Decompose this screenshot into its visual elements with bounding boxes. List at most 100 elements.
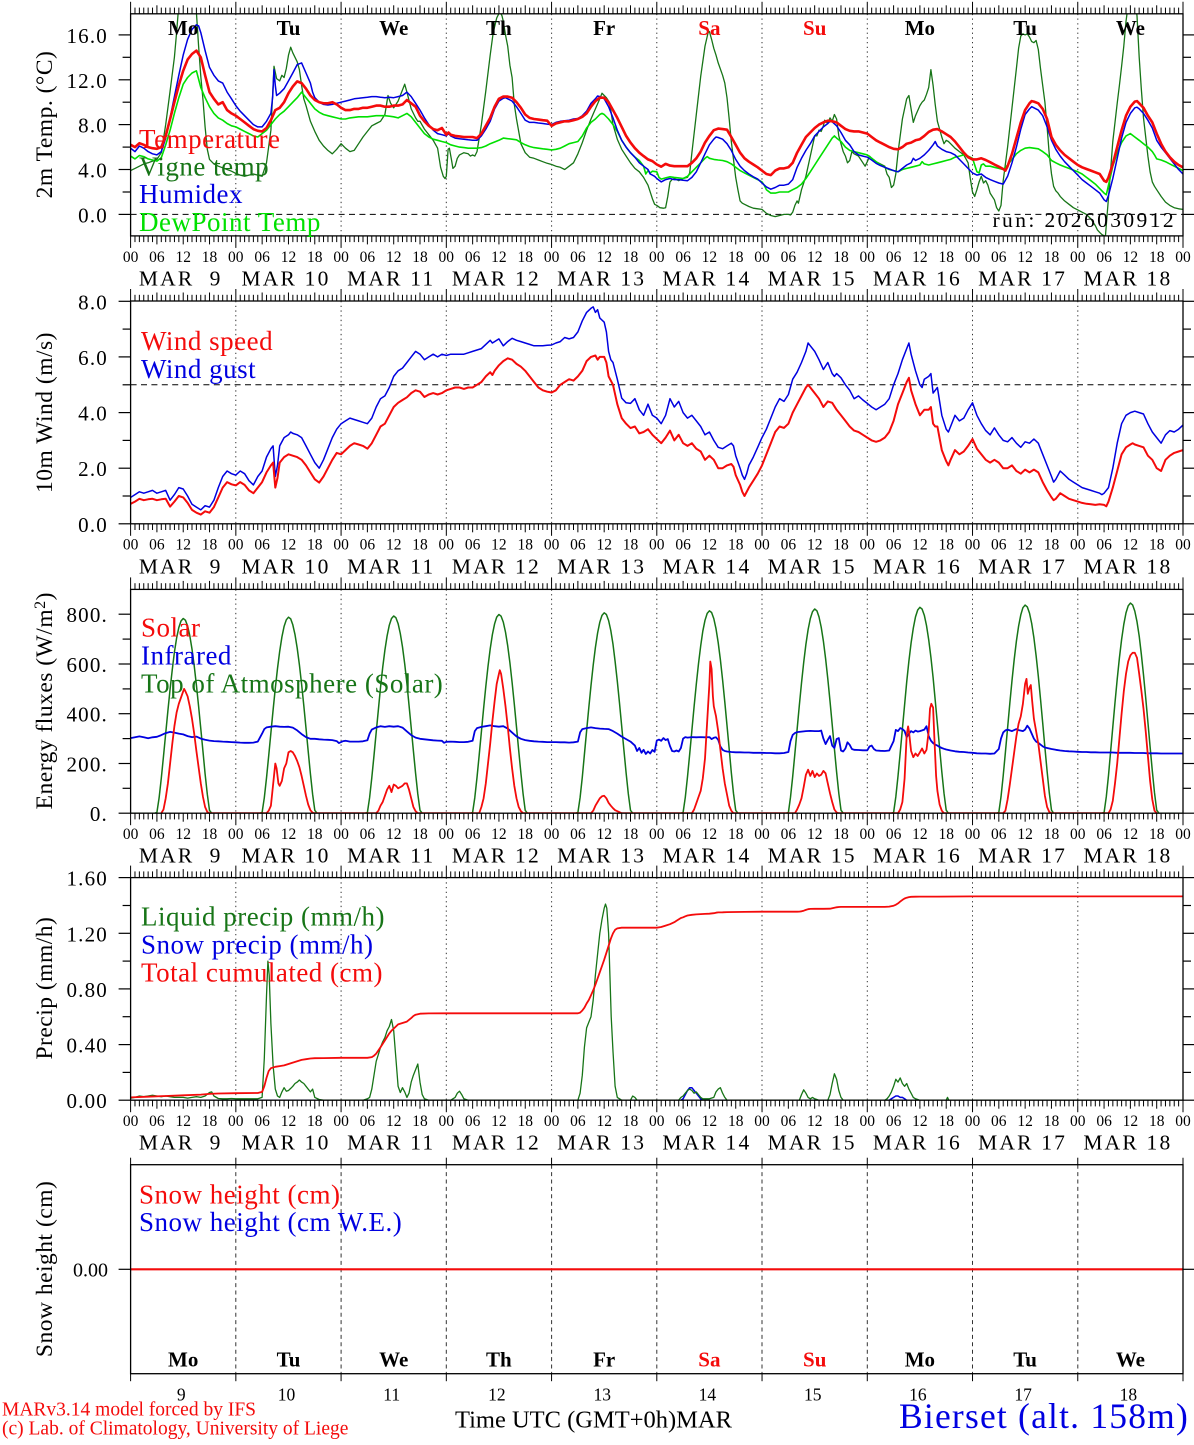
svg-text:MAR 10: MAR 10 [241,266,330,290]
svg-text:18: 18 [307,249,323,266]
svg-text:16: 16 [909,1385,927,1405]
svg-text:MAR 11: MAR 11 [347,554,435,578]
svg-text:06: 06 [465,537,481,554]
svg-text:18: 18 [1120,1385,1138,1405]
svg-text:Wind speed: Wind speed [141,326,273,356]
svg-text:00: 00 [1175,1113,1191,1130]
svg-text:00: 00 [123,537,139,554]
svg-text:2.0: 2.0 [78,457,108,481]
svg-text:Snow height (cm W.E.): Snow height (cm W.E.) [139,1207,402,1237]
svg-text:12: 12 [702,1113,718,1130]
svg-text:00: 00 [754,1113,770,1130]
svg-text:15: 15 [804,1385,822,1405]
svg-text:00: 00 [754,826,770,843]
svg-text:00: 00 [754,537,770,554]
svg-text:200.: 200. [66,753,108,777]
svg-text:06: 06 [149,537,165,554]
svg-text:06: 06 [675,1113,691,1130]
svg-text:06: 06 [360,1113,376,1130]
svg-text:00: 00 [228,537,244,554]
svg-text:We: We [1116,1348,1145,1372]
svg-text:Infrared: Infrared [141,641,232,671]
svg-text:MAR 14: MAR 14 [662,844,751,868]
svg-text:00: 00 [649,537,665,554]
svg-text:Vigne temp: Vigne temp [139,152,269,182]
svg-text:16.0: 16.0 [66,24,108,48]
svg-text:00: 00 [123,249,139,266]
svg-text:00: 00 [649,1113,665,1130]
svg-text:06: 06 [465,1113,481,1130]
svg-text:12: 12 [1017,1113,1033,1130]
svg-text:(c) Lab. of Climatology, Unive: (c) Lab. of Climatology, University of L… [2,1419,348,1440]
svg-text:18: 18 [202,826,218,843]
svg-text:06: 06 [781,1113,797,1130]
svg-text:12: 12 [175,537,191,554]
svg-text:12: 12 [1017,537,1033,554]
svg-text:06: 06 [360,249,376,266]
svg-text:18: 18 [517,249,533,266]
svg-text:00: 00 [965,249,981,266]
svg-text:18: 18 [938,249,954,266]
svg-text:00: 00 [860,249,876,266]
svg-text:8.0: 8.0 [78,114,108,138]
svg-text:00: 00 [649,826,665,843]
svg-text:18: 18 [623,1113,639,1130]
svg-text:18: 18 [833,249,849,266]
svg-text:00: 00 [860,537,876,554]
svg-text:4.0: 4.0 [78,159,108,183]
svg-text:06: 06 [360,537,376,554]
svg-text:Tu: Tu [1013,1348,1037,1372]
svg-text:10: 10 [278,1385,296,1405]
svg-text:00: 00 [860,1113,876,1130]
svg-text:18: 18 [307,1113,323,1130]
svg-text:12: 12 [281,537,297,554]
svg-text:MAR 18: MAR 18 [1083,1131,1172,1155]
svg-text:MAR 15: MAR 15 [768,554,857,578]
svg-text:18: 18 [202,1113,218,1130]
svg-text:MAR 18: MAR 18 [1083,266,1172,290]
svg-text:MARv3.14 model forced by IFS: MARv3.14 model forced by IFS [2,1400,256,1421]
svg-text:12: 12 [596,826,612,843]
svg-text:18: 18 [623,537,639,554]
svg-text:12: 12 [386,826,402,843]
svg-text:18: 18 [728,1113,744,1130]
svg-text:06: 06 [781,537,797,554]
svg-text:12: 12 [702,826,718,843]
svg-text:06: 06 [465,249,481,266]
svg-text:00: 00 [965,826,981,843]
svg-text:12: 12 [488,1385,506,1405]
svg-text:Tu: Tu [1013,16,1037,40]
svg-text:00: 00 [439,249,455,266]
svg-text:12: 12 [386,537,402,554]
svg-text:06: 06 [781,826,797,843]
svg-text:Su: Su [803,16,827,40]
svg-text:12: 12 [702,249,718,266]
svg-text:MAR 10: MAR 10 [241,844,330,868]
svg-text:06: 06 [570,249,586,266]
svg-text:2m Temp. (°C): 2m Temp. (°C) [32,51,58,199]
svg-text:Fr: Fr [593,16,615,40]
svg-text:Tu: Tu [277,16,301,40]
svg-text:06: 06 [675,826,691,843]
svg-text:0.40: 0.40 [66,1034,108,1058]
svg-text:12: 12 [807,249,823,266]
svg-text:00: 00 [123,826,139,843]
svg-text:MAR 11: MAR 11 [347,1131,435,1155]
svg-text:Mo: Mo [168,16,198,40]
svg-text:06: 06 [781,249,797,266]
svg-text:18: 18 [833,537,849,554]
svg-text:06: 06 [149,1113,165,1130]
svg-text:18: 18 [728,826,744,843]
svg-text:MAR 17: MAR 17 [978,266,1067,290]
svg-text:12.0: 12.0 [66,69,108,93]
svg-text:00: 00 [1070,1113,1086,1130]
svg-text:06: 06 [675,249,691,266]
svg-text:18: 18 [412,537,428,554]
svg-text:06: 06 [675,537,691,554]
svg-text:12: 12 [596,249,612,266]
svg-text:00: 00 [228,826,244,843]
svg-text:06: 06 [254,1113,270,1130]
svg-text:00: 00 [754,249,770,266]
svg-text:MAR 12: MAR 12 [452,266,541,290]
svg-text:06: 06 [991,1113,1007,1130]
